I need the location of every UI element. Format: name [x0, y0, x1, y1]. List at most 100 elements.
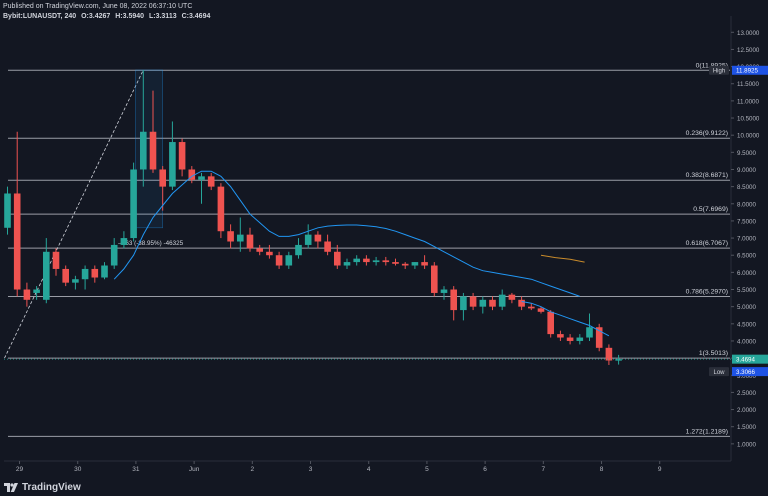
candle-up [169, 142, 176, 187]
candle-up [140, 131, 147, 170]
candle-up [411, 262, 419, 266]
footer: TradingView [0, 476, 768, 496]
candle-down [489, 299, 496, 307]
candle-up [586, 327, 593, 338]
high-marker-tag: High [709, 65, 729, 75]
candle-down [227, 231, 234, 242]
candle-up [285, 255, 293, 266]
logo-text: TradingView [22, 482, 81, 493]
last-price-marker-value: 3.4694 [736, 356, 755, 363]
candle-down [217, 186, 225, 232]
high-marker-tag-bg [709, 65, 729, 75]
fib-trend-line [4, 69, 144, 359]
tradingview-logo-icon [4, 483, 18, 492]
y-tick-label: 7.5000 [737, 218, 756, 225]
candle-down [62, 268, 69, 283]
candle-down [52, 251, 60, 269]
candle-down [334, 251, 341, 266]
y-tick-label: 10.5000 [737, 116, 760, 123]
candle-up [295, 244, 302, 256]
candle-up [33, 289, 40, 293]
price-chart[interactable]: 1.00001.50002.00002.50003.00003.50004.00… [0, 0, 768, 476]
candle-up [43, 251, 50, 300]
x-tick-label: 3 [309, 466, 313, 473]
last-price-marker-bg [732, 354, 768, 364]
candle-down [537, 308, 545, 312]
fib-level-label: 0.5(7.6969) [693, 206, 728, 213]
moving-average-line-2 [521, 301, 610, 337]
y-tick-label: 8.5000 [737, 184, 756, 191]
fib-level-label: 0.618(6.7067) [686, 240, 728, 247]
candle-down [421, 262, 428, 266]
chart-header: Published on TradingView.com, June 08, 2… [3, 2, 213, 22]
symbol-label[interactable]: Bybit:LUNAUSDT, 240 [3, 13, 77, 20]
fib-level-label: 0.786(5.2970) [686, 288, 728, 295]
candle-down [431, 265, 438, 293]
y-tick-label: 11.0000 [737, 98, 759, 105]
x-tick-label: 6 [483, 466, 487, 473]
candle-down [508, 294, 516, 300]
y-tick-label: 1.0000 [737, 441, 756, 448]
candle-down [566, 337, 574, 341]
candle-up [460, 296, 467, 311]
candle-down [557, 334, 564, 338]
tradingview-logo[interactable]: TradingView [4, 482, 81, 493]
candle-down [314, 234, 322, 242]
candle-up [343, 262, 351, 266]
candle-down [595, 327, 603, 348]
candle-down [159, 169, 166, 187]
high-marker-bg [732, 65, 768, 75]
x-tick-label: 9 [658, 466, 662, 473]
fib-level-label: 1(3.5013) [699, 350, 728, 357]
candle-down [605, 347, 613, 361]
candle-down [401, 263, 409, 266]
candle-up [72, 279, 79, 283]
y-tick-label: 8.0000 [737, 201, 756, 208]
candle-up [479, 299, 487, 307]
y-tick-label: 5.0000 [737, 304, 756, 311]
y-tick-label: 2.5000 [737, 390, 756, 397]
low-marker-tag: Low [709, 367, 729, 377]
candle-down [392, 262, 399, 264]
candle-up [576, 337, 584, 341]
candle-up [101, 265, 108, 278]
y-tick-label: 6.5000 [737, 253, 756, 260]
fib-level-label: 0.236(9.9122) [686, 130, 728, 137]
candle-up [615, 359, 622, 361]
measure-label: -4.63 (-38.95%) -46325 [118, 240, 184, 247]
y-tick-label: 13.0000 [737, 30, 760, 37]
low-value: L:3.3113 [148, 13, 177, 20]
candle-up [110, 244, 118, 266]
candle-down [547, 311, 554, 335]
candle-up [130, 169, 137, 239]
candle-down [518, 299, 525, 307]
candle-down [450, 289, 457, 311]
y-tick-label: 4.5000 [737, 321, 756, 328]
x-tick-label: 29 [16, 466, 24, 473]
candle-down [178, 142, 186, 170]
candle-down [469, 296, 477, 307]
y-tick-label: 9.5000 [737, 150, 756, 157]
low-marker-tag-label: Low [713, 370, 725, 376]
measure-box [135, 69, 163, 229]
candle-up [120, 238, 128, 245]
candle-up [198, 176, 205, 180]
candle-up [237, 234, 244, 242]
symbol-ohlc-row: Bybit:LUNAUSDT, 240 O:3.4267 H:3.5940 L:… [3, 12, 213, 22]
y-tick-label: 12.5000 [737, 47, 760, 54]
x-tick-label: Jun [189, 466, 200, 473]
close-value: C:3.4694 [181, 13, 211, 20]
high-value: H:3.5940 [115, 13, 145, 20]
y-tick-label: 4.0000 [737, 338, 756, 345]
candle-up [353, 258, 360, 263]
fib-level-label: 0.382(8.6871) [686, 172, 728, 179]
x-tick-label: 5 [425, 466, 429, 473]
published-note: Published on TradingView.com, June 08, 2… [3, 3, 193, 10]
candle-down [528, 306, 535, 309]
candle-down [256, 248, 263, 252]
x-tick-label: 30 [74, 466, 82, 473]
candle-up [498, 294, 506, 307]
candle-up [304, 234, 312, 245]
y-tick-label: 5.5000 [737, 287, 756, 294]
candle-down [363, 258, 370, 263]
